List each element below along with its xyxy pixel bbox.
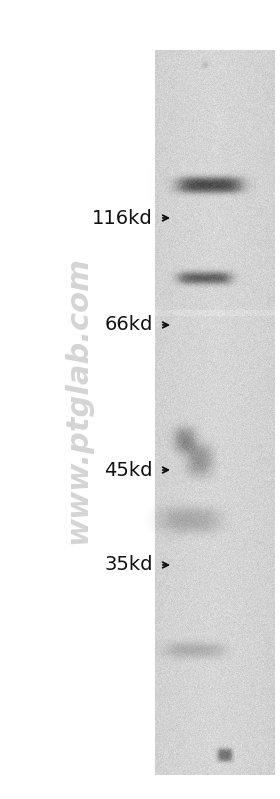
Text: 35kd: 35kd — [104, 555, 153, 574]
Text: www.ptglab.com: www.ptglab.com — [64, 256, 92, 544]
Text: 116kd: 116kd — [92, 209, 153, 228]
Text: 66kd: 66kd — [105, 316, 153, 335]
Text: 45kd: 45kd — [104, 460, 153, 479]
